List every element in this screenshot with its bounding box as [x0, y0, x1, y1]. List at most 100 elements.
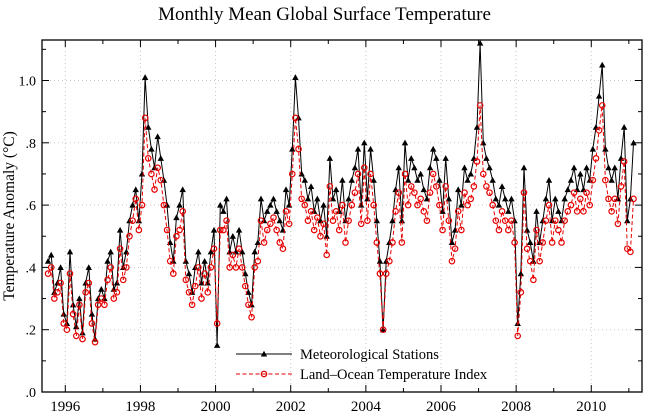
triangle-marker — [473, 124, 481, 130]
triangle-marker — [411, 164, 418, 171]
triangle-marker — [132, 186, 139, 193]
triangle-marker — [501, 195, 509, 202]
circle-marker — [335, 226, 343, 234]
circle-marker — [241, 282, 249, 290]
circle-marker — [216, 226, 224, 234]
triangle-marker — [480, 139, 487, 146]
circle-marker — [426, 189, 434, 196]
circle-marker — [592, 155, 600, 162]
circle-marker — [545, 201, 553, 209]
triangle-marker — [451, 226, 459, 233]
triangle-marker — [580, 186, 587, 193]
circle-marker — [382, 270, 390, 277]
circle-marker — [454, 208, 462, 215]
circle-marker — [97, 295, 105, 302]
triangle-marker — [201, 257, 208, 264]
circle-marker — [580, 208, 587, 215]
triangle-marker — [523, 226, 531, 233]
circle-marker — [486, 189, 493, 196]
circle-marker — [357, 220, 365, 228]
circle-marker — [360, 164, 368, 172]
x-tick-label: 2008 — [501, 399, 531, 415]
circle-marker — [267, 220, 274, 228]
circle-marker — [523, 245, 531, 253]
circle-marker — [285, 220, 293, 228]
y-tick-label: 1.0 — [19, 74, 37, 89]
circle-marker — [101, 301, 108, 309]
triangle-marker — [226, 248, 233, 255]
triangle-marker — [195, 248, 202, 255]
triangle-marker — [602, 145, 609, 152]
triangle-marker — [483, 155, 490, 161]
triangle-marker — [533, 208, 540, 214]
circle-marker — [307, 208, 315, 215]
circle-marker — [288, 170, 296, 178]
circle-marker — [232, 264, 240, 271]
circle-marker — [248, 313, 255, 321]
triangle-marker — [527, 239, 534, 246]
triangle-marker — [157, 155, 164, 161]
circle-marker — [432, 183, 440, 190]
circle-marker — [157, 176, 165, 184]
circle-marker — [326, 183, 334, 190]
triangle-marker — [517, 270, 525, 277]
circle-marker — [332, 208, 340, 215]
circle-marker — [558, 239, 565, 246]
triangle-marker — [376, 257, 384, 264]
triangle-marker — [314, 195, 321, 202]
circle-marker — [298, 195, 305, 203]
triangle-marker — [57, 264, 64, 270]
circle-marker — [429, 170, 437, 178]
triangle-marker — [113, 279, 121, 286]
triangle-marker — [179, 186, 186, 193]
circle-marker — [223, 217, 230, 224]
circle-marker — [292, 114, 299, 122]
circle-marker — [51, 295, 58, 302]
circle-marker — [542, 217, 550, 224]
circle-marker — [123, 264, 130, 271]
triangle-marker — [414, 176, 421, 183]
triangle-marker — [573, 186, 581, 193]
circle-marker — [304, 217, 312, 224]
circle-marker — [113, 288, 121, 296]
triangle-marker — [348, 176, 355, 183]
circle-marker — [573, 208, 581, 215]
circle-marker — [342, 239, 349, 246]
circle-marker — [492, 217, 500, 224]
triangle-marker — [229, 233, 236, 239]
triangle-marker — [433, 155, 440, 161]
circle-marker — [160, 201, 168, 209]
circle-marker — [282, 208, 290, 215]
triangle-marker — [630, 139, 637, 146]
circle-marker — [85, 279, 93, 287]
circle-marker — [276, 239, 284, 246]
triangle-marker — [589, 145, 597, 152]
triangle-marker — [520, 164, 528, 171]
triangle-marker — [577, 170, 584, 177]
triangle-marker — [129, 201, 136, 208]
triangle-marker — [235, 226, 243, 233]
triangle-marker — [138, 170, 146, 177]
series-line — [47, 43, 634, 346]
circle-marker — [458, 226, 465, 234]
triangle-marker — [298, 170, 305, 177]
triangle-marker — [605, 164, 612, 171]
triangle-marker — [273, 208, 280, 214]
circle-marker — [498, 208, 506, 215]
triangle-marker — [289, 145, 296, 152]
circle-marker — [404, 201, 412, 209]
circle-marker — [251, 264, 259, 271]
triangle-marker — [426, 164, 434, 171]
circle-marker — [141, 114, 149, 122]
circle-marker — [273, 226, 280, 234]
triangle-marker — [599, 61, 606, 68]
circle-marker — [320, 220, 327, 228]
triangle-marker — [173, 214, 180, 221]
circle-marker — [508, 217, 515, 224]
circle-marker — [226, 264, 233, 271]
triangle-marker — [332, 186, 340, 193]
circle-marker — [110, 295, 118, 302]
triangle-marker — [439, 208, 446, 214]
triangle-marker — [60, 310, 67, 317]
